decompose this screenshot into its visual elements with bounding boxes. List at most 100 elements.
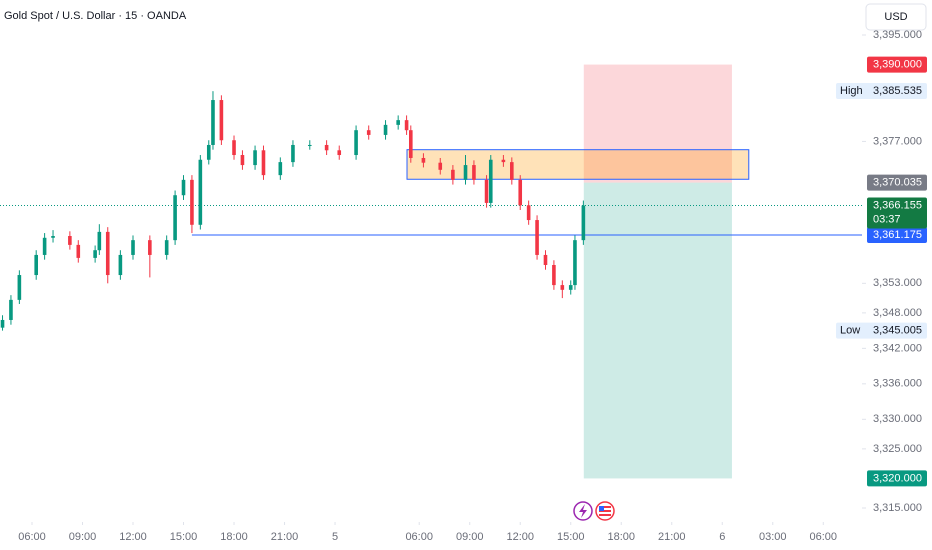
candle-body	[206, 144, 211, 160]
candle-body	[0, 319, 5, 328]
countdown-label: 03:37	[873, 213, 901, 225]
candle-body	[148, 240, 152, 255]
candle-body	[518, 179, 523, 206]
candle-body	[484, 179, 489, 203]
candle-body	[535, 220, 539, 255]
candle-body	[76, 244, 81, 258]
extreme-price-label: 3,345.005	[873, 324, 922, 336]
y-tick-label: 3,336.000	[873, 378, 922, 390]
candle-body	[240, 155, 245, 166]
candle-body	[451, 169, 455, 180]
candle-body	[190, 179, 194, 225]
x-tick-label: 15:00	[557, 531, 585, 543]
candle-body	[568, 285, 573, 290]
level-price-tag: 3,361.175	[873, 229, 922, 241]
y-tick-label: 3,353.000	[873, 277, 922, 289]
candle-body	[510, 162, 514, 180]
event-icons	[573, 501, 615, 521]
currency-button[interactable]	[865, 3, 927, 31]
x-tick-label: 21:00	[658, 531, 686, 543]
candle-body	[97, 231, 102, 251]
lightning-icon	[579, 504, 587, 518]
candle-body	[581, 205, 586, 241]
candle-body	[366, 130, 371, 135]
flag-icon	[599, 506, 611, 516]
chart-title: Gold Spot / U.S. Dollar · 15 · OANDA	[4, 10, 187, 22]
candle-body	[278, 162, 283, 176]
currency-label[interactable]: USD	[884, 11, 907, 23]
candle-body	[291, 144, 295, 163]
flag-canton	[599, 506, 604, 511]
y-tick-label: 3,325.000	[873, 443, 922, 455]
extreme-tag-box	[836, 322, 927, 339]
plot-area	[0, 64, 862, 479]
candle-body	[42, 237, 47, 255]
last-price-box	[867, 197, 927, 229]
candle-body	[354, 130, 358, 156]
extreme-price-label: 3,385.535	[873, 85, 922, 97]
candle-body	[337, 150, 342, 156]
candle-body	[324, 144, 329, 151]
candle-body	[408, 130, 413, 158]
candle-body	[181, 179, 186, 196]
candle-body	[68, 236, 72, 245]
candle-body	[93, 250, 97, 258]
target-zone	[583, 182, 732, 479]
x-tick-label: 18:00	[607, 531, 635, 543]
candle-body	[232, 140, 236, 156]
stop-zone	[583, 64, 732, 183]
y-tick-label: 3,330.000	[873, 413, 922, 425]
candle-body	[526, 205, 531, 221]
y-tick-label: 3,342.000	[873, 342, 922, 354]
target-price-tag-box	[867, 470, 927, 487]
candle-body	[307, 144, 312, 146]
y-tick-label: 3,377.000	[873, 135, 922, 147]
candle-body	[501, 159, 506, 163]
candle-body	[421, 157, 426, 163]
candle-body	[219, 100, 224, 141]
x-tick-label: 21:00	[271, 531, 299, 543]
candle-body	[573, 240, 577, 286]
x-tick-label: 09:00	[69, 531, 97, 543]
candle-body	[552, 264, 556, 286]
candle-body	[51, 236, 55, 238]
candle-body	[105, 231, 110, 276]
y-tick-label: 3,315.000	[873, 502, 922, 514]
candle-body	[198, 159, 203, 225]
x-tick-label: 06:00	[405, 531, 433, 543]
candle-body	[396, 120, 400, 125]
candle-body	[261, 150, 266, 176]
y-tick-label: 3,348.000	[873, 307, 922, 319]
flag-stripe	[599, 512, 611, 514]
flag-stripe	[599, 508, 611, 510]
extreme-tag: High	[840, 85, 863, 97]
candle-body	[488, 159, 493, 203]
level-price-tag-box	[867, 226, 927, 243]
candle-body	[463, 165, 468, 180]
target-price-tag: 3,320.000	[873, 472, 922, 484]
entry-price-tag: 3,370.035	[873, 177, 922, 189]
x-tick-label: 6	[719, 531, 725, 543]
x-tick-label: 03:00	[759, 531, 787, 543]
x-tick-label: 09:00	[456, 531, 484, 543]
stop-price-tag: 3,390.000	[873, 58, 922, 70]
entry-price-tag-box	[867, 174, 927, 191]
candle-body	[560, 285, 565, 290]
x-tick-label: 06:00	[18, 531, 46, 543]
extreme-tag-box	[836, 82, 927, 99]
x-tick-label: 18:00	[220, 531, 248, 543]
x-tick-label: 06:00	[810, 531, 838, 543]
candle-body	[173, 195, 177, 241]
x-tick-label: 15:00	[170, 531, 198, 543]
candle-body	[438, 162, 443, 170]
x-tick-label: 12:00	[506, 531, 534, 543]
candle-body	[17, 275, 22, 300]
y-tick-label: 3,395.000	[873, 29, 922, 41]
extreme-tag: Low	[840, 324, 860, 336]
candle-body	[472, 165, 476, 180]
supply-zone	[406, 149, 750, 180]
candle-body	[383, 124, 388, 135]
x-tick-label: 12:00	[119, 531, 147, 543]
